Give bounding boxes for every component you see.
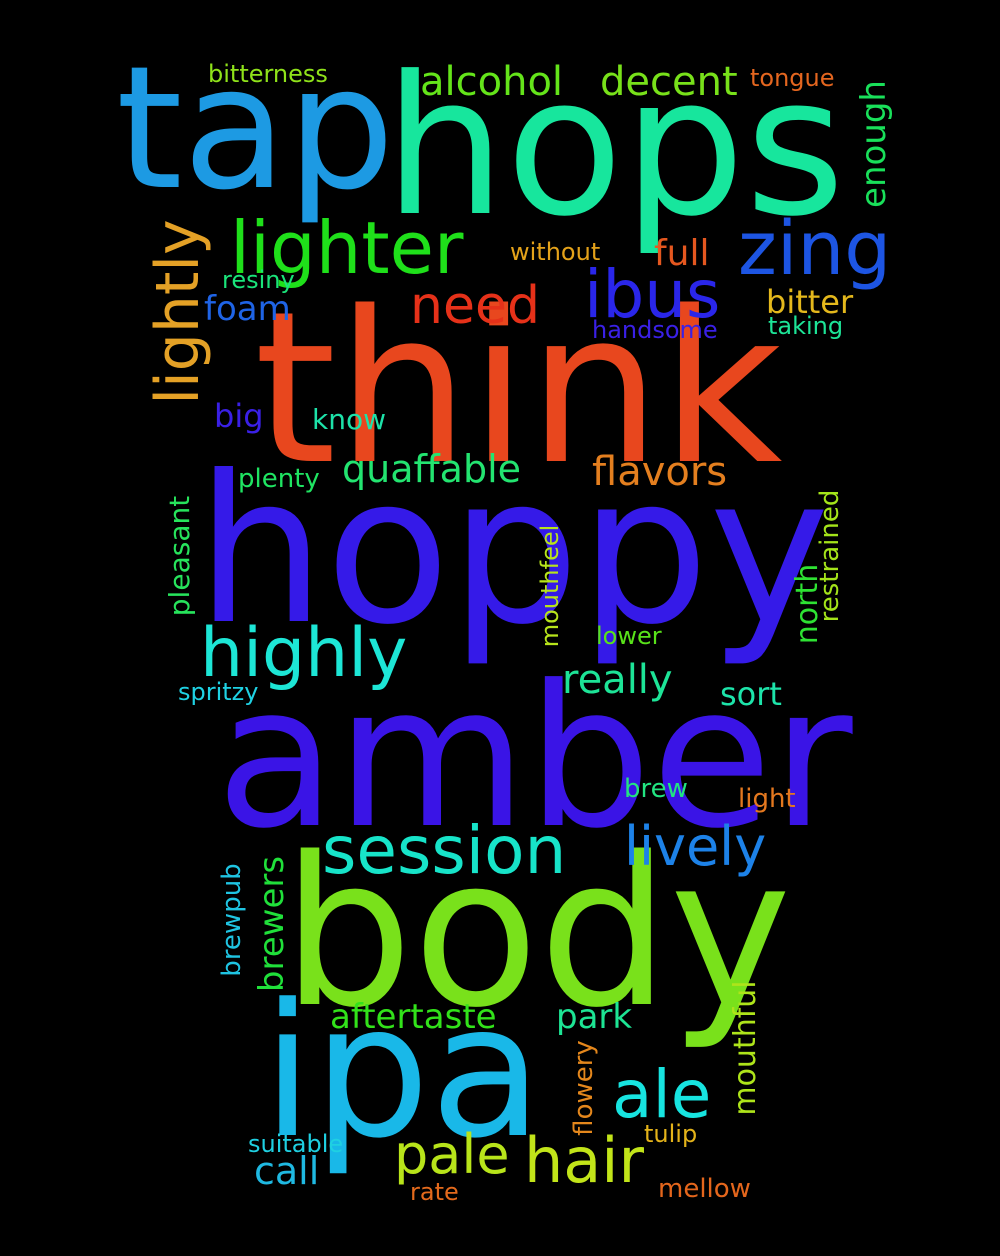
word-enough: enough bbox=[854, 80, 894, 208]
word-ale: ale bbox=[612, 1056, 712, 1133]
word-lower: lower bbox=[596, 622, 662, 650]
word-brew: brew bbox=[624, 774, 688, 804]
word-alcohol: alcohol bbox=[420, 59, 564, 105]
word-know: know bbox=[312, 403, 386, 436]
word-lighter: lighter bbox=[230, 206, 464, 290]
word-flowery: flowery bbox=[569, 1040, 599, 1136]
word-need: need bbox=[410, 276, 540, 336]
word-flavors: flavors bbox=[592, 449, 728, 495]
word-without: without bbox=[510, 238, 601, 266]
word-lightly: lightly bbox=[143, 219, 213, 405]
word-hoppy: hoppy bbox=[196, 433, 830, 670]
word-taking: taking bbox=[768, 312, 844, 340]
word-body: body bbox=[282, 813, 792, 1053]
word-hair: hair bbox=[524, 1124, 645, 1197]
word-tulip: tulip bbox=[644, 1120, 698, 1148]
word-really: really bbox=[562, 657, 673, 703]
word-full: full bbox=[654, 233, 710, 274]
word-bitterness: bitterness bbox=[208, 60, 328, 88]
word-aftertaste: aftertaste bbox=[330, 997, 497, 1037]
word-pale: pale bbox=[394, 1123, 510, 1186]
word-big: big bbox=[214, 397, 264, 435]
word-foam: foam bbox=[204, 289, 291, 329]
word-highly: highly bbox=[200, 614, 408, 693]
word-pleasant: pleasant bbox=[163, 495, 196, 617]
word-light: light bbox=[738, 784, 796, 814]
word-brewpub: brewpub bbox=[217, 863, 247, 977]
word-decent: decent bbox=[600, 59, 738, 105]
word-think: think bbox=[254, 266, 783, 511]
word-sort: sort bbox=[720, 675, 782, 713]
word-rate: rate bbox=[410, 1178, 459, 1206]
word-restrained: restrained bbox=[815, 489, 845, 623]
word-hops: hops bbox=[384, 36, 846, 259]
word-tap: tap bbox=[116, 30, 395, 228]
word-ipa: ipa bbox=[262, 965, 543, 1179]
word-resiny: resiny bbox=[222, 266, 295, 294]
word-mouthful: mouthful bbox=[728, 980, 763, 1116]
word-zing: zing bbox=[738, 206, 892, 292]
word-lively: lively bbox=[624, 815, 767, 878]
word-park: park bbox=[556, 997, 633, 1037]
word-handsome: handsome bbox=[592, 316, 718, 344]
word-amber: amber bbox=[216, 644, 853, 872]
word-mouthfeel: mouthfeel bbox=[536, 524, 564, 648]
word-quaffable: quaffable bbox=[342, 447, 522, 491]
word-tongue: tongue bbox=[750, 64, 835, 92]
word-ibus: ibus bbox=[584, 256, 721, 333]
word-bitter: bitter bbox=[766, 283, 854, 321]
word-plenty: plenty bbox=[238, 464, 320, 494]
word-spritzy: spritzy bbox=[178, 678, 259, 706]
word-session: session bbox=[322, 812, 567, 889]
word-mellow: mellow bbox=[658, 1174, 751, 1204]
word-call: call bbox=[254, 1149, 320, 1193]
word-suitable: suitable bbox=[248, 1130, 344, 1158]
word-brewers: brewers bbox=[252, 855, 292, 993]
